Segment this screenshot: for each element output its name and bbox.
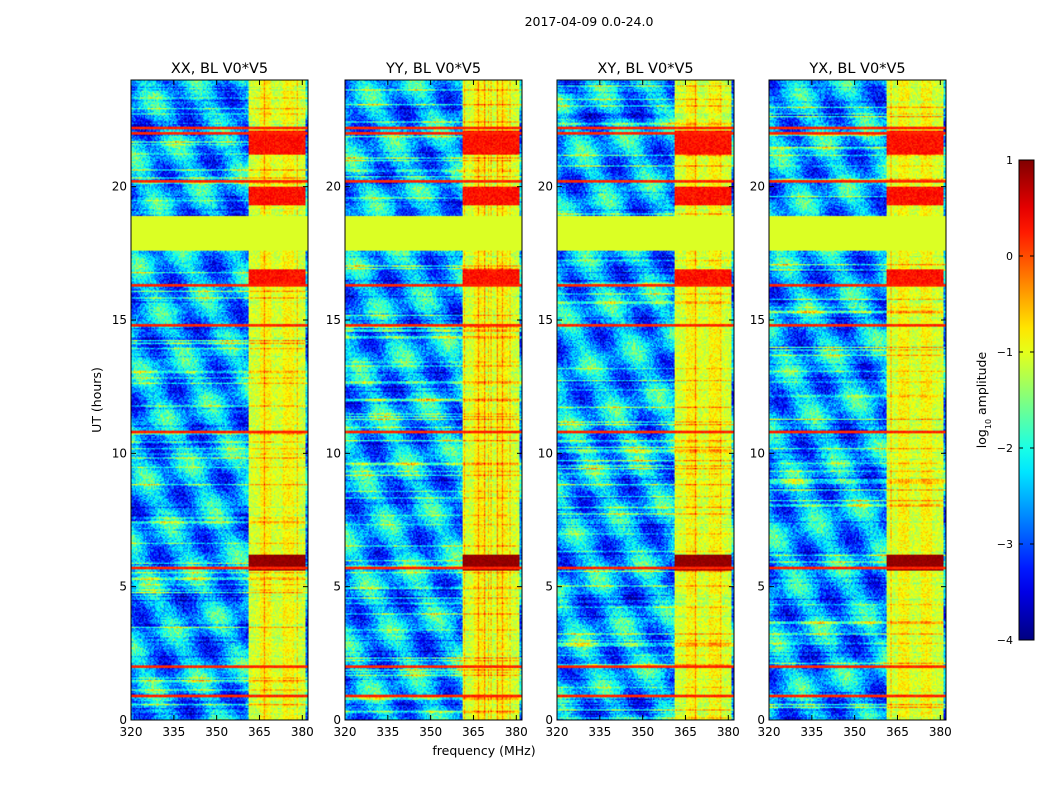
x-tick-label: 365 [248, 725, 271, 739]
x-tick-label: 320 [334, 725, 357, 739]
x-tick-label: 335 [376, 725, 399, 739]
heatmap-panel-yx: YX, BL V0*V5 320 335 350 365 380 0 5 10 15 20 [750, 61, 952, 739]
colorbar-frame [1018, 159, 1035, 641]
heatmap-image [131, 80, 308, 720]
y-tick-label: 0 [545, 713, 553, 727]
panel-frame [768, 79, 947, 721]
y-tick-label: 20 [326, 180, 341, 194]
colorbar-tick-label: −3 [997, 538, 1013, 551]
y-tick-label: 0 [757, 713, 765, 727]
y-tick-label: 20 [750, 180, 765, 194]
x-tick-label: 365 [674, 725, 697, 739]
y-tick-label: 0 [333, 713, 341, 727]
x-tick-label: 320 [120, 725, 143, 739]
y-tick-label: 10 [538, 446, 553, 460]
heatmap-panel-xx: XX, BL V0*V5 320 335 350 365 380 0 5 10 15 20 [112, 61, 314, 739]
x-tick-label: 320 [758, 725, 781, 739]
panel-frame [130, 79, 309, 721]
colorbar-tick-label: −2 [997, 442, 1013, 455]
y-tick-label: 15 [112, 313, 127, 327]
x-tick-label: 380 [505, 725, 528, 739]
y-axis-label: UT (hours) [89, 367, 104, 433]
x-tick-label: 380 [291, 725, 314, 739]
figure-suptitle: 2017-04-09 0.0-24.0 [525, 14, 654, 29]
colorbar-label-base: log [974, 429, 989, 448]
y-tick-label: 20 [112, 180, 127, 194]
y-tick-label: 10 [326, 446, 341, 460]
y-tick-label: 5 [333, 580, 341, 594]
x-tick-label: 350 [631, 725, 654, 739]
colorbar-tick-label: −1 [997, 346, 1013, 359]
panel-title: YX, BL V0*V5 [808, 61, 905, 77]
y-tick-label: 15 [750, 313, 765, 327]
colorbar-gradient [1019, 160, 1034, 640]
y-tick-label: 10 [112, 446, 127, 460]
heatmap-image [769, 80, 946, 720]
panel-title: XY, BL V0*V5 [597, 61, 693, 77]
panel-title: YY, BL V0*V5 [385, 61, 481, 77]
colorbar-label: log10 amplitude [974, 351, 993, 448]
y-tick-label: 20 [538, 180, 553, 194]
y-tick-label: 5 [119, 580, 127, 594]
heatmap-image [557, 80, 734, 720]
x-tick-label: 320 [546, 725, 569, 739]
x-tick-label: 365 [886, 725, 909, 739]
colorbar-tick-label: 0 [1006, 250, 1013, 263]
colorbar-tick-label: −4 [997, 634, 1013, 647]
x-tick-label: 350 [843, 725, 866, 739]
y-tick-label: 15 [326, 313, 341, 327]
panel-frame [344, 79, 523, 721]
panel-frame [556, 79, 735, 721]
x-tick-label: 380 [717, 725, 740, 739]
x-tick-label: 335 [588, 725, 611, 739]
colorbar-label-sub: 10 [984, 419, 993, 429]
x-tick-label: 350 [419, 725, 442, 739]
x-tick-label: 335 [162, 725, 185, 739]
y-tick-label: 5 [545, 580, 553, 594]
panel-title: XX, BL V0*V5 [171, 61, 268, 77]
x-axis-label: frequency (MHz) [432, 743, 535, 758]
x-tick-label: 350 [205, 725, 228, 739]
x-tick-label: 380 [929, 725, 952, 739]
colorbar-tick-label: 1 [1006, 154, 1013, 167]
x-tick-label: 365 [462, 725, 485, 739]
colorbar-label-rest: amplitude [974, 351, 989, 418]
y-tick-label: 0 [119, 713, 127, 727]
heatmap-panel-yy: YY, BL V0*V5 320 335 350 365 380 0 5 10 15 20 [326, 61, 528, 739]
y-tick-label: 5 [757, 580, 765, 594]
x-tick-label: 335 [800, 725, 823, 739]
y-tick-label: 15 [538, 313, 553, 327]
colorbar: −4 −3 −2 −1 0 1 log10 amplitude [974, 154, 1035, 647]
heatmap-panel-xy: XY, BL V0*V5 320 335 350 365 380 0 5 10 15 20 [538, 61, 740, 739]
heatmap-image [345, 80, 522, 720]
y-tick-label: 10 [750, 446, 765, 460]
